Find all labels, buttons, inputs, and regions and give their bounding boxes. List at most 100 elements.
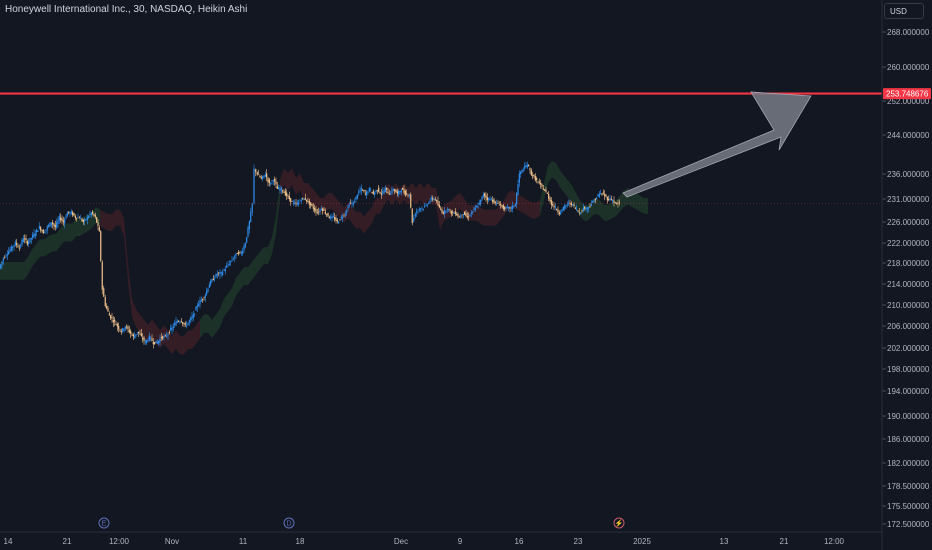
candle-body <box>267 177 269 182</box>
candle-body <box>332 216 334 218</box>
candle-body <box>108 313 110 316</box>
candle-body <box>606 197 608 201</box>
candle-body <box>482 194 484 197</box>
candle-body <box>545 189 547 192</box>
candle-body <box>256 172 258 175</box>
candle-body <box>284 191 286 196</box>
trend-arrow[interactable] <box>622 91 812 198</box>
candle-body <box>36 229 38 232</box>
candle-body <box>472 211 474 213</box>
candle-body <box>582 207 584 211</box>
candle-body <box>421 208 423 209</box>
candle-body <box>191 316 193 319</box>
candle-body <box>190 317 192 321</box>
candle-body <box>493 199 495 204</box>
candle-body <box>456 213 458 216</box>
candle-body <box>526 164 528 168</box>
candle-body <box>14 241 16 246</box>
candle-body <box>420 208 422 210</box>
candle-body <box>534 176 536 181</box>
candle-body <box>538 182 540 184</box>
candle-body <box>461 214 463 216</box>
candle-body <box>586 207 588 210</box>
candle-body <box>520 171 522 174</box>
candle-body <box>18 247 20 249</box>
candle-body <box>76 217 78 219</box>
candle-body <box>478 202 480 205</box>
candle-body <box>484 193 486 197</box>
price-tick-label: 268.000000 <box>887 28 930 37</box>
candle-body <box>433 199 435 201</box>
candle-body <box>392 189 394 191</box>
candle-body <box>42 229 44 234</box>
candle-body <box>199 300 201 305</box>
currency-selector[interactable]: USD <box>884 3 924 19</box>
price-tick-label: 244.000000 <box>887 131 930 140</box>
candle-body <box>147 340 149 342</box>
time-axis-ticks: 14 21 12:00 Nov 11 18 Dec 9 16 23 2025 13 21 12:00 <box>4 537 845 546</box>
candle-body <box>355 196 357 200</box>
candle-body <box>413 217 415 222</box>
time-tick-label: 9 <box>458 537 463 546</box>
candle-body <box>614 202 616 204</box>
candle-body <box>101 261 103 290</box>
candle-body <box>494 202 496 203</box>
candle-body <box>90 212 92 215</box>
time-tick-label: 21 <box>63 537 72 546</box>
candle-body <box>198 304 200 307</box>
candle-body <box>116 323 118 327</box>
price-tick-label: 190.000000 <box>887 412 930 421</box>
candle-body <box>476 206 478 208</box>
candle-body <box>300 200 302 202</box>
candle-body <box>438 204 440 208</box>
time-tick-label: 11 <box>239 537 248 546</box>
candle-body <box>508 206 510 208</box>
candle-body <box>40 227 42 231</box>
candle-body <box>250 211 252 223</box>
time-axis[interactable] <box>0 532 882 550</box>
candle-body <box>319 209 321 212</box>
cloud-segment <box>200 180 280 339</box>
candle-body <box>469 215 471 217</box>
candle-body <box>577 210 579 212</box>
candle-body <box>395 190 397 193</box>
candle-body <box>208 284 210 288</box>
candle-body <box>85 219 87 220</box>
candle-body <box>41 230 43 232</box>
candle-body <box>396 191 398 194</box>
candle-body <box>172 326 174 328</box>
candle-body <box>497 202 499 204</box>
candle-body <box>376 190 378 191</box>
price-tick-label: 194.000000 <box>887 387 930 396</box>
candle-body <box>609 198 611 200</box>
candle-body <box>227 264 229 266</box>
candle-body <box>239 251 241 253</box>
candle-body <box>231 259 233 261</box>
candle-body <box>570 202 572 205</box>
candle-body <box>114 319 116 322</box>
candle-body <box>542 188 544 190</box>
candle-body <box>218 272 220 274</box>
svg-text:E: E <box>102 521 107 528</box>
candle-body <box>521 169 523 173</box>
candle-body <box>230 261 232 263</box>
candle-body <box>88 216 90 219</box>
price-tick-label: 252.000000 <box>887 97 930 106</box>
candle-body <box>238 252 240 255</box>
candle-body <box>509 207 511 209</box>
candle-body <box>383 190 385 194</box>
candle-body <box>259 175 261 178</box>
candle-body <box>4 257 6 259</box>
candle-body <box>598 193 600 198</box>
candle-body <box>601 193 603 195</box>
candle-body <box>594 199 596 201</box>
candle-body <box>513 205 515 207</box>
candle-body <box>403 189 405 193</box>
candle-body <box>536 178 538 180</box>
candle-body <box>304 198 306 200</box>
candle-body <box>33 233 35 238</box>
candle-body <box>502 205 504 209</box>
time-tick-label: 2025 <box>633 537 651 546</box>
